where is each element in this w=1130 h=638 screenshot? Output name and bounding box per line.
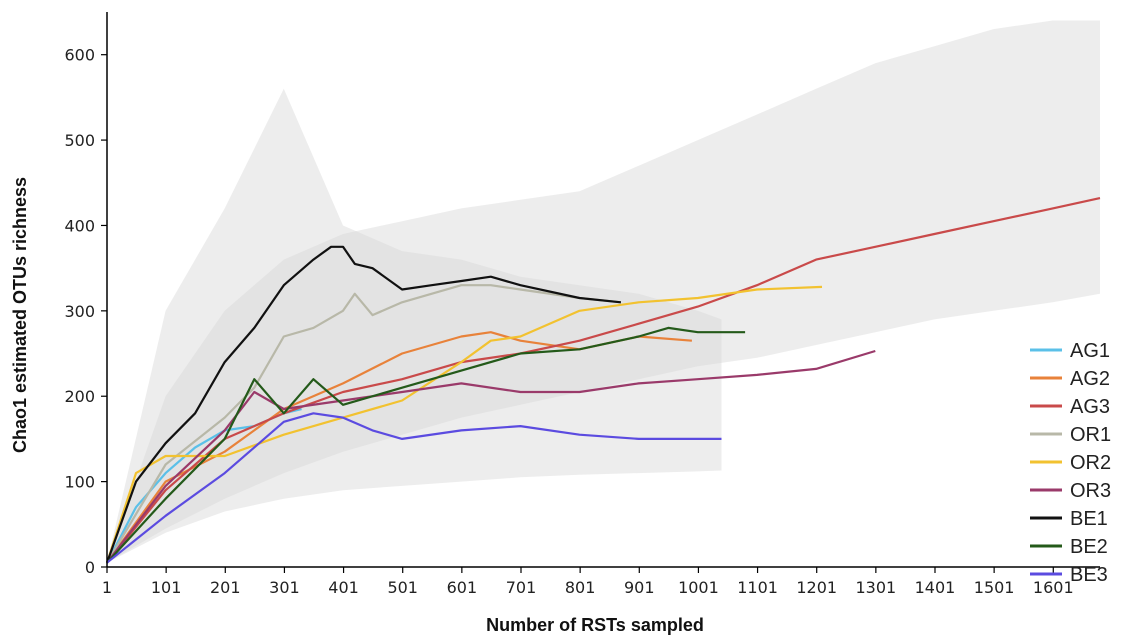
x-tick-label: 301 [269,578,300,597]
y-tick-label: 500 [64,131,95,150]
x-tick-label: 1101 [737,578,778,597]
legend-label-ag3: AG3 [1070,396,1110,418]
series-line-or1 [106,284,622,564]
legend-label-be2: BE2 [1070,536,1108,558]
x-tick-label: 1301 [855,578,896,597]
legend-label-or1: OR1 [1070,424,1111,446]
legend-label-or2: OR2 [1070,452,1111,474]
x-tick-label: 601 [447,578,478,597]
y-tick-label: 100 [64,473,95,492]
legend-label-be1: BE1 [1070,508,1108,530]
y-tick-label: 200 [64,387,95,406]
x-tick-label: 1001 [678,578,719,597]
y-tick-label: 0 [85,558,95,577]
legend: AG1 AG2 AG3 OR1 OR2 OR3 BE1 BE2 BE3 [1030,340,1111,586]
y-tick-label: 300 [64,302,95,321]
x-tick-label: 801 [565,578,596,597]
series-lines [105,197,1101,564]
x-tick-label: 401 [328,578,359,597]
y-tick-label: 600 [64,46,95,65]
x-tick-label: 1601 [1033,578,1074,597]
series-line-be2 [106,326,746,564]
x-tick-label: 701 [506,578,537,597]
y-tick-label: 400 [64,216,95,235]
series-line-be3 [106,412,722,564]
series-line-or2 [105,285,823,564]
confidence-band-2 [107,20,1100,563]
legend-label-be3: BE3 [1070,564,1108,586]
series-line-ag3 [106,197,1101,564]
x-tick-label: 1401 [915,578,956,597]
x-tick-label: 1201 [796,578,837,597]
x-tick-label: 101 [151,578,182,597]
axes: 1 101 201 301 401 501 601 701 801 901 1001 1101 1201… [64,12,1100,597]
legend-label-ag1: AG1 [1070,340,1110,362]
confidence-bands [107,20,1100,563]
legend-label-or3: OR3 [1070,480,1111,502]
x-tick-label: 901 [624,578,655,597]
legend-label-ag2: AG2 [1070,368,1110,390]
x-tick-label: 1501 [974,578,1015,597]
x-tick-label: 201 [210,578,241,597]
confidence-band-1 [107,88,722,563]
x-tick-label: 501 [387,578,418,597]
x-tick-label: 1 [102,578,112,597]
series-line-be1 [105,245,622,564]
x-axis-title: Number of RSTs sampled [486,615,704,635]
y-axis-title: Chao1 estimated OTUs richness [10,177,30,453]
